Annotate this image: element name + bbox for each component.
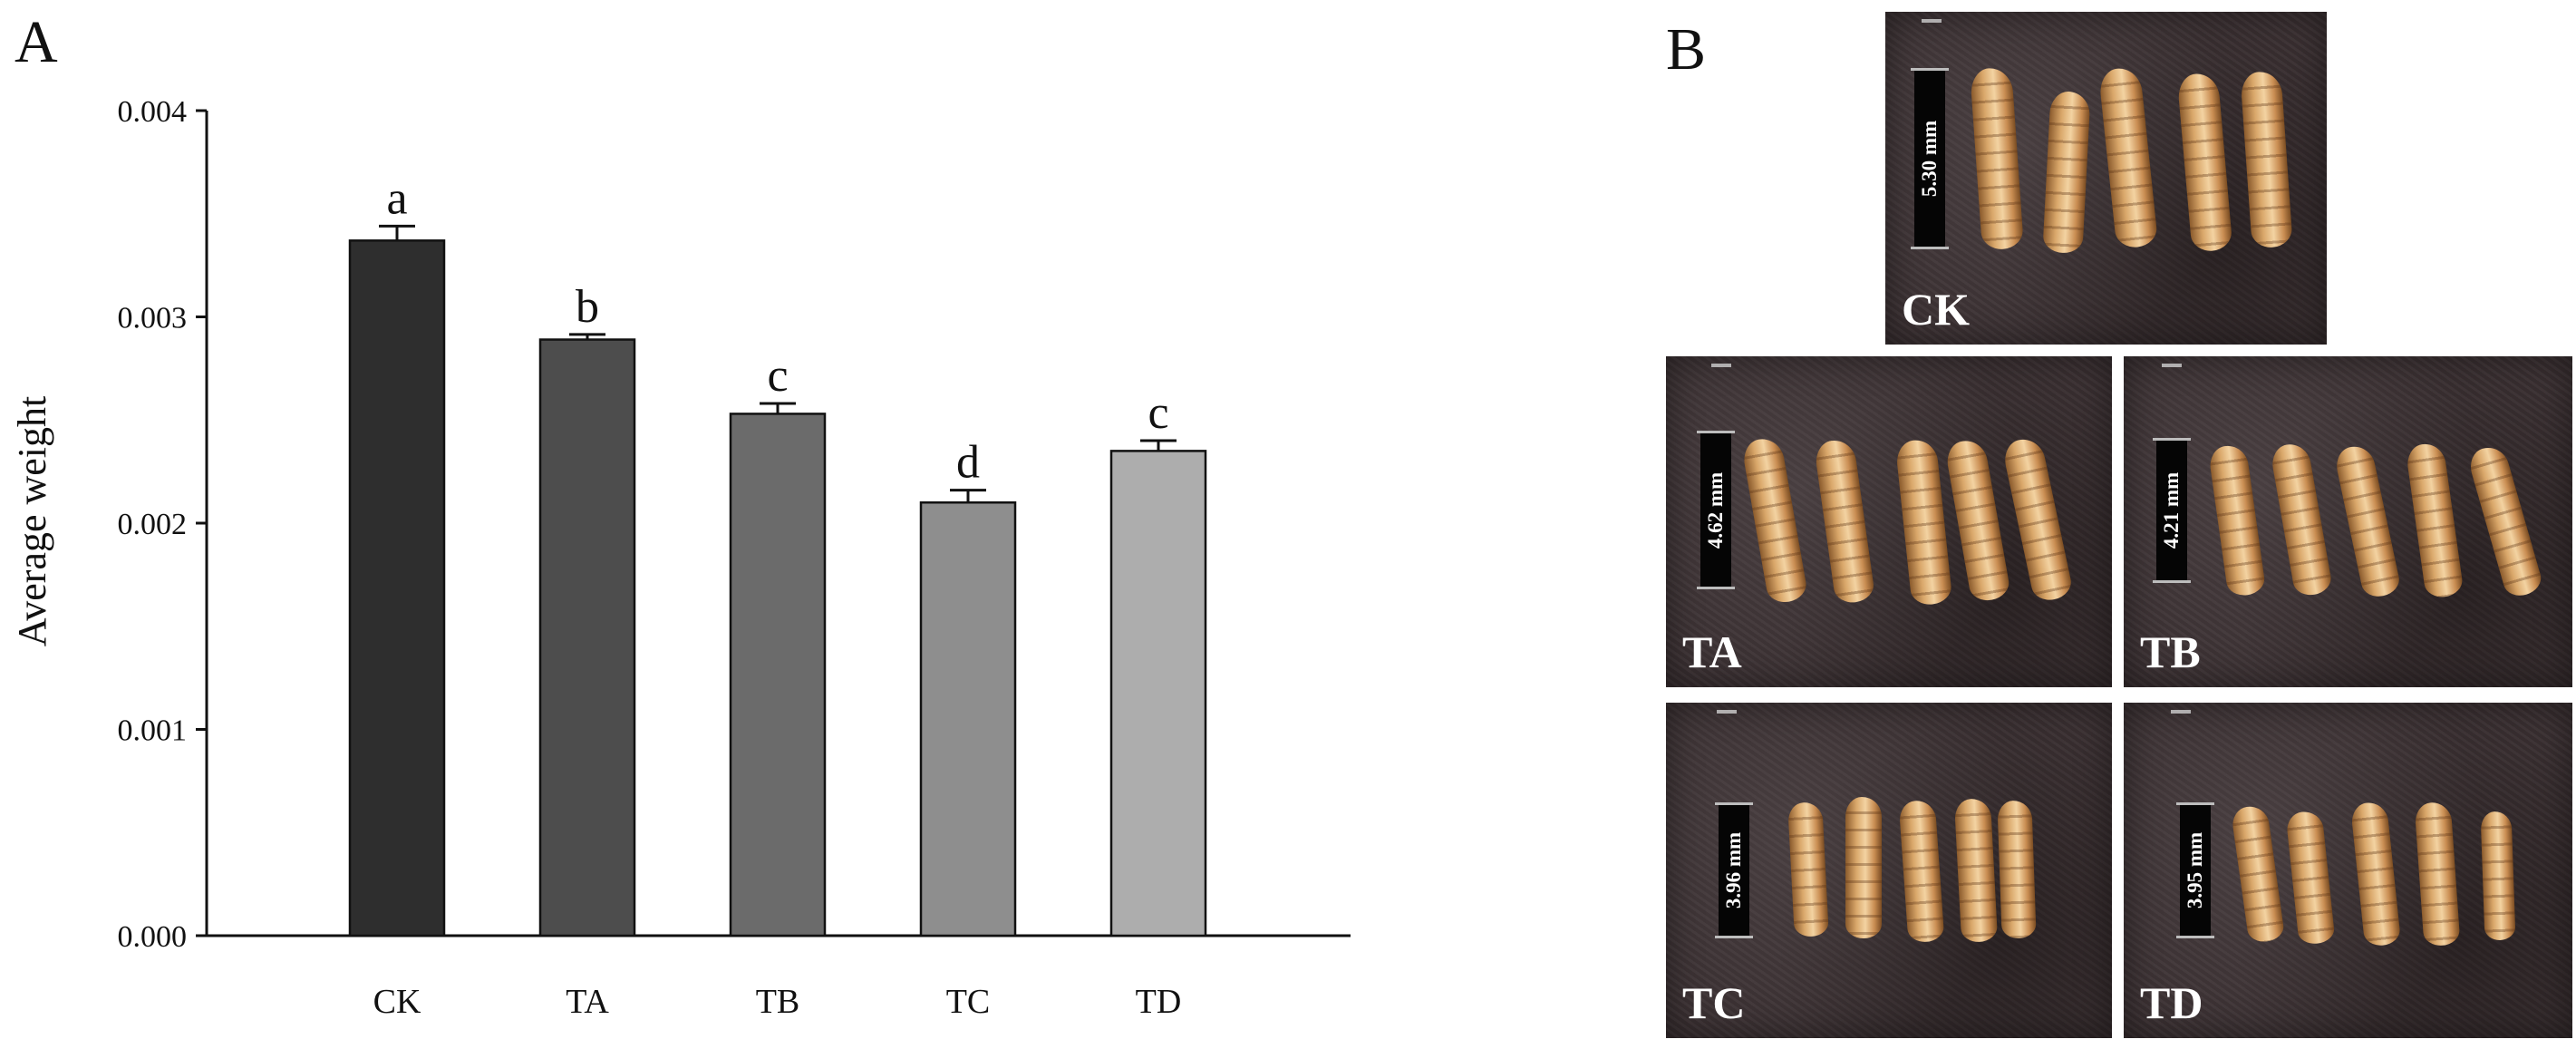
photo-label: TD [2140,977,2203,1028]
larva [2240,70,2293,249]
significance-letter: c [767,350,788,402]
larva [2332,442,2403,600]
y-tick-label: 0.002 [118,508,188,541]
y-tick-label: 0.004 [118,95,188,129]
scale-bar-text: 4.21 mm [2160,471,2183,549]
larva [1943,437,2012,604]
larva [2405,441,2465,600]
bar [1109,450,1207,937]
scale-bar: 5.30 mm [1911,68,1949,249]
photo-label: CK [1902,284,1970,335]
bar [348,239,446,937]
panel-a-label: A [15,9,58,75]
larva [2285,810,2336,946]
chart-bars [348,224,1207,937]
bar [538,338,636,937]
y-axis-label: Average weight [10,396,54,647]
category-label: TD [1136,983,1182,1021]
photo-label: TB [2140,626,2201,677]
photo-tc: 3.96 mm TC [1666,703,2112,1038]
larva [1845,797,1882,938]
photo-scale-mark [2171,710,2191,714]
photo-scale-mark [1717,710,1737,714]
photo-ta: 4.62 mm TA [1666,356,2112,687]
larva [1787,801,1829,937]
y-tick-label: 0.000 [118,920,188,954]
photo-scale-mark [1711,364,1731,367]
scale-bar-text: 3.95 mm [2184,831,2206,909]
category-label: TB [756,983,800,1021]
larva [2176,72,2233,253]
larva [2465,442,2545,600]
significance-letter: a [386,172,407,224]
scale-bar-text: 3.96 mm [1722,831,1745,909]
larva [1970,66,2024,251]
photo-scale-mark [2162,364,2182,367]
scale-bar-text: 4.62 mm [1704,471,1727,549]
scale-bar-text: 5.30 mm [1918,120,1941,198]
scale-bar: 3.95 mm [2176,802,2214,938]
larva [2230,803,2286,945]
photo-label: TC [1682,977,1746,1028]
larva [2000,435,2075,604]
larva [2097,66,2159,249]
category-label: TC [946,983,991,1021]
larva [1894,438,1953,607]
significance-letter: b [576,281,599,333]
category-label: CK [373,983,421,1021]
significance-letter: c [1148,387,1168,439]
photo-label: TA [1682,626,1742,677]
larva [1997,800,2037,939]
larva [2042,90,2091,255]
larva [2414,801,2461,947]
photo-tb: 4.21 mm TB [2124,356,2572,687]
photo-td: 3.95 mm TD [2124,703,2572,1038]
larva [2480,811,2516,941]
larva [2269,441,2334,598]
scale-bar: 4.21 mm [2153,438,2191,583]
category-label: TA [566,983,609,1021]
bar [729,413,827,937]
bar [919,501,1017,937]
panel-b-label: B [1666,16,1707,83]
larva [2349,801,2402,947]
photo-scale-mark [1922,19,1942,23]
scale-bar: 4.62 mm [1697,431,1735,589]
larva [2207,442,2267,598]
bar-chart: 0.000 0.001 0.002 0.003 0.004 a CK b TA c TB d TC c T… [10,95,1351,1021]
larva [1813,437,1876,606]
larva [1898,799,1945,944]
y-tick-label: 0.003 [118,302,188,335]
chart-labels: a CK b TA c TB d TC c TD [373,172,1182,1021]
larva [1953,798,1999,943]
y-tick-label: 0.001 [118,714,188,748]
larva [1740,435,1809,606]
photo-ck: 5.30 mm CK [1885,12,2327,345]
significance-letter: d [956,437,980,489]
scale-bar: 3.96 mm [1715,802,1753,938]
